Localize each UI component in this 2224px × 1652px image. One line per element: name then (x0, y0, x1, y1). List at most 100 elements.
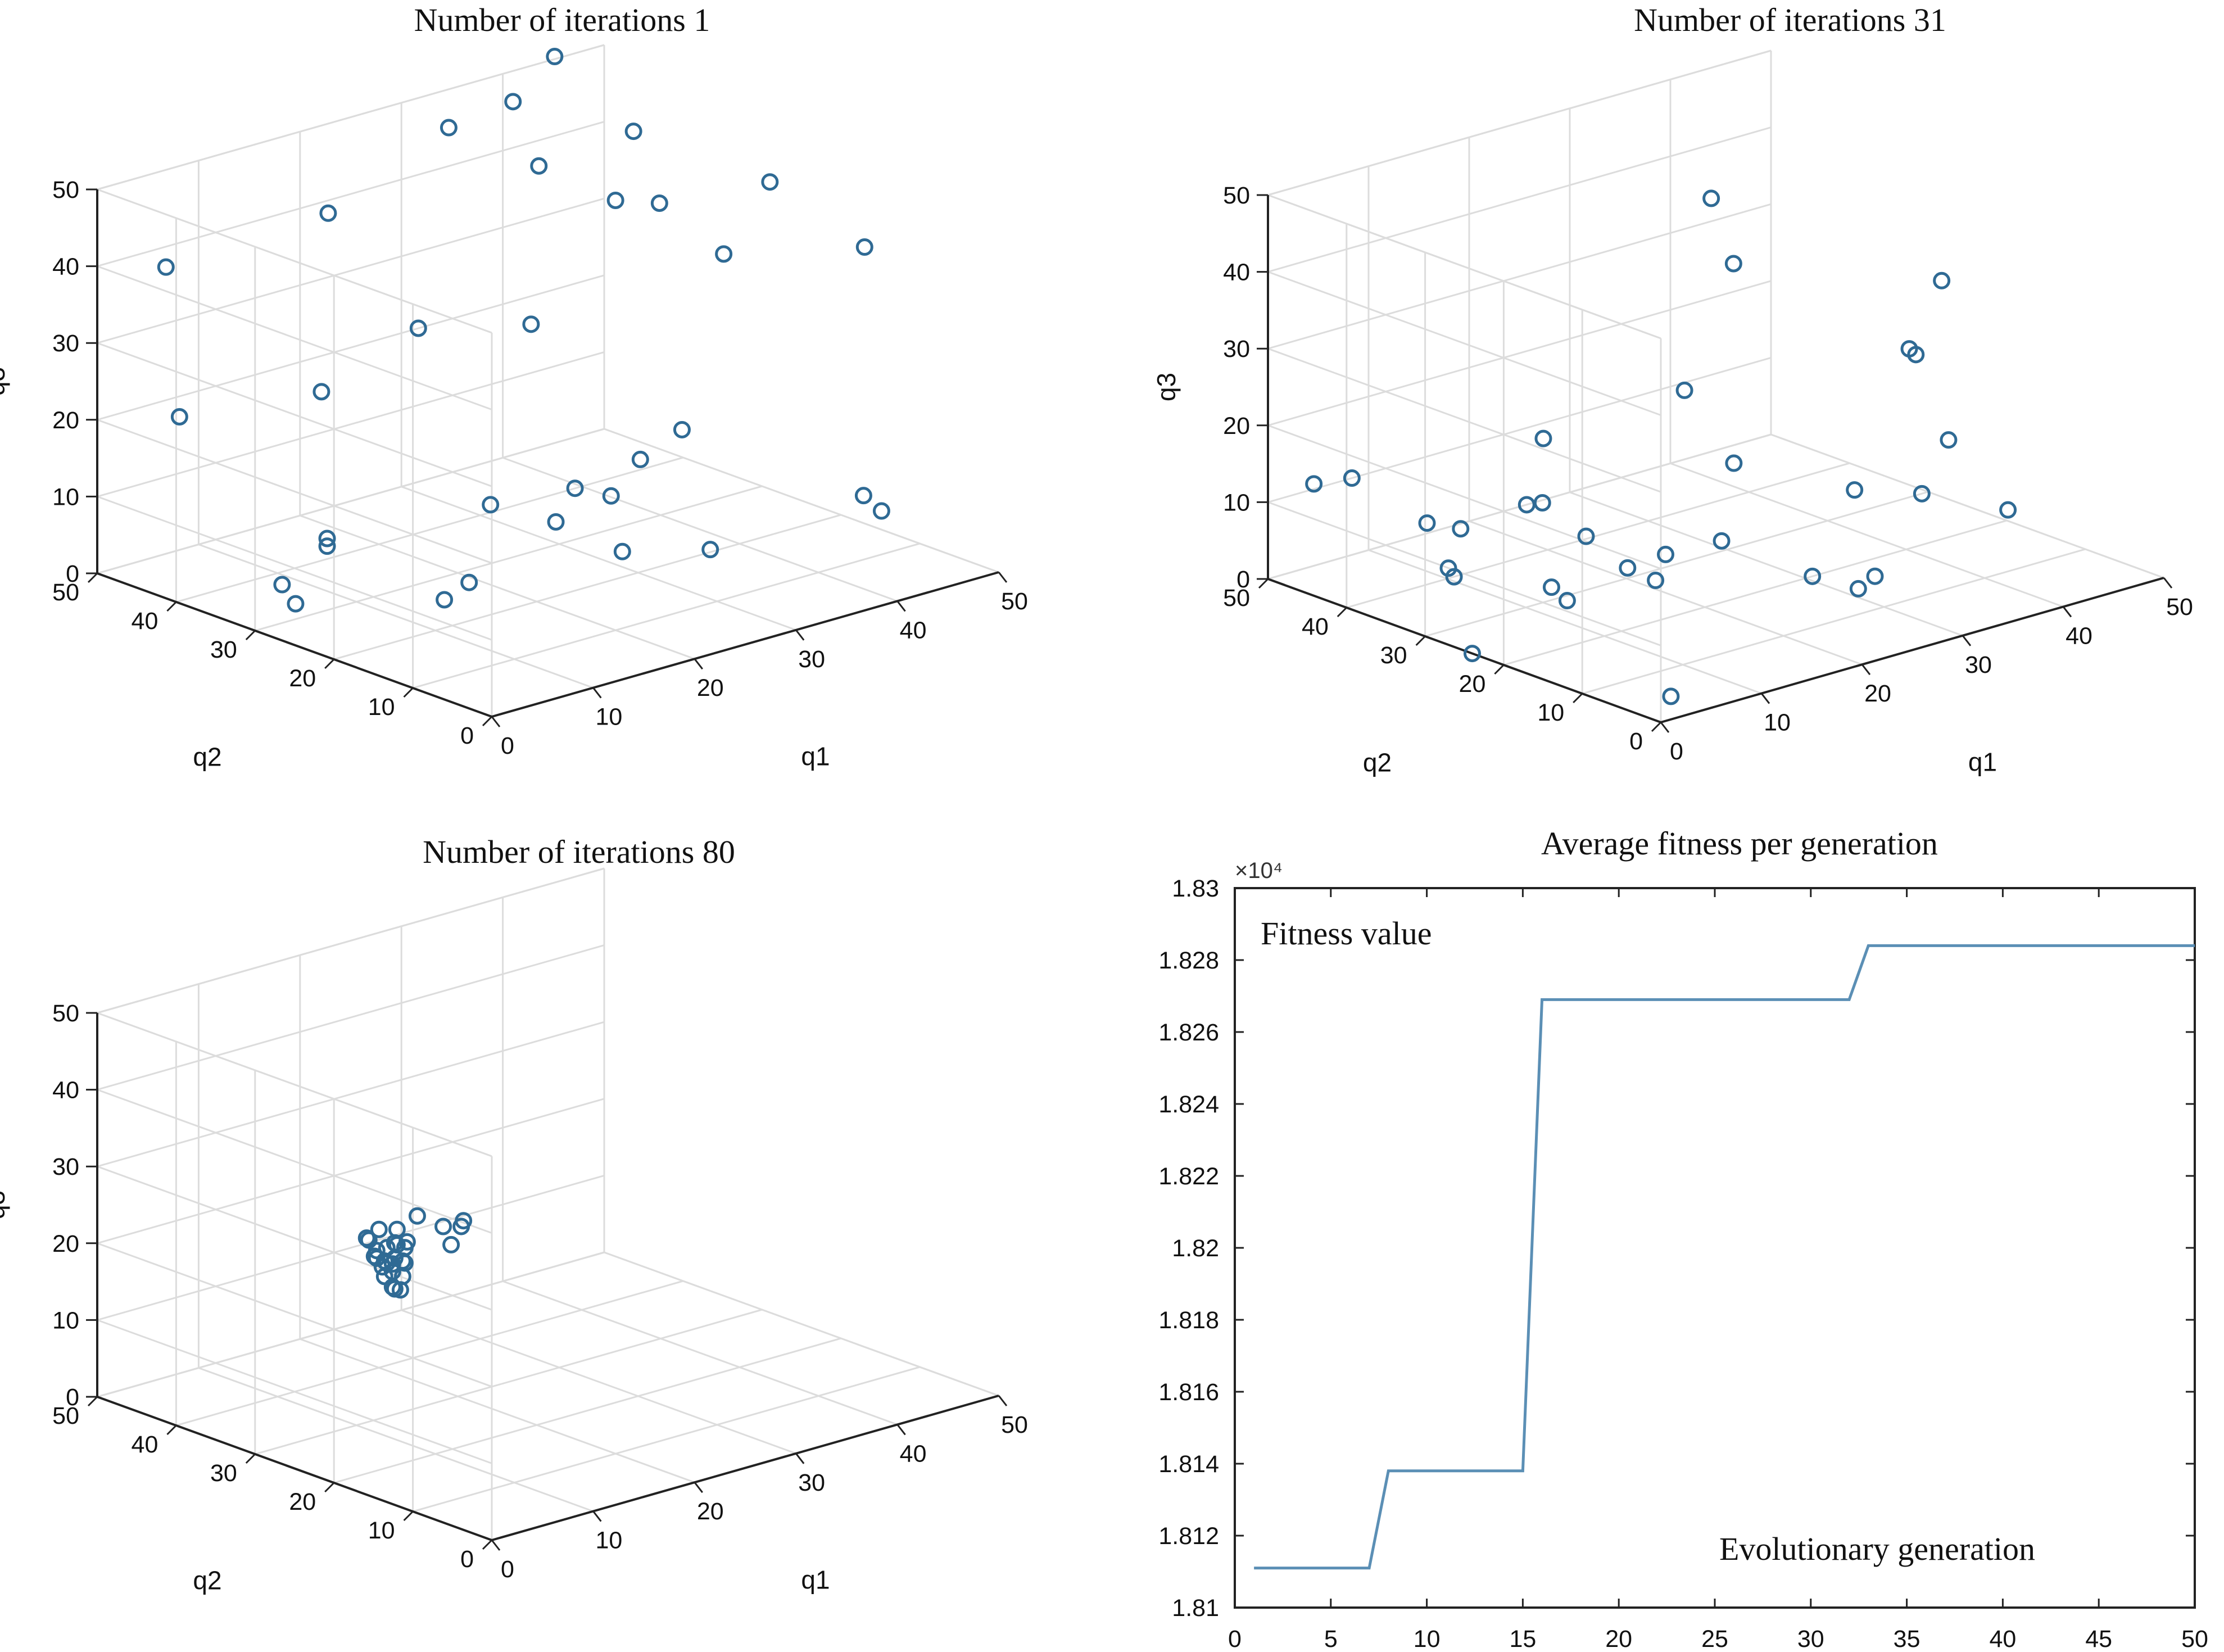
data-point (1913, 485, 1931, 503)
y-tick-label: 1.82 (1172, 1235, 1219, 1262)
x-tick-mark (2062, 606, 2072, 618)
y-axis-label: q2 (193, 1566, 221, 1595)
z-tick-label: 0 (66, 560, 79, 587)
box-edge (97, 188, 492, 334)
y-tick-mark (245, 1453, 256, 1464)
x-tick-label: 0 (501, 1556, 514, 1583)
box-edge (97, 1012, 492, 1157)
x-tick-label: 20 (697, 1498, 724, 1525)
z-tick-label: 20 (52, 407, 79, 434)
grid-line (1582, 548, 2086, 695)
grid-line (413, 542, 921, 689)
x-tick-mark (795, 1452, 805, 1464)
grid-line (1267, 203, 1772, 350)
data-point (378, 1254, 396, 1272)
grid-line (97, 1089, 492, 1234)
grid-line (333, 1337, 841, 1484)
y-axis-label: q2 (1363, 748, 1392, 777)
data-point (1418, 514, 1436, 532)
data-point (1657, 545, 1674, 563)
x-tick-label: 50 (2181, 1626, 2208, 1652)
data-point (455, 1212, 473, 1230)
grid-line (1425, 491, 1929, 637)
z-axis-label: q3 (0, 367, 10, 396)
y-tick-label: 30 (210, 636, 237, 663)
data-point (1662, 687, 1680, 705)
z-tick-label: 50 (52, 1000, 79, 1027)
grid-line (97, 197, 605, 344)
grid-line (1346, 462, 1850, 609)
grid-line (1469, 520, 1863, 666)
data-point (312, 383, 330, 401)
data-point (855, 238, 873, 256)
grid-line (255, 485, 763, 632)
x-tick-mark (795, 629, 805, 641)
fitness-series-line (1254, 944, 2195, 1570)
x-tick-label: 10 (1414, 1626, 1441, 1652)
x-tick-label: 30 (798, 1469, 825, 1496)
y-tick-label: 1.81 (1172, 1595, 1219, 1622)
data-point (319, 204, 337, 222)
data-point (613, 542, 631, 560)
grid-line (1267, 424, 1661, 570)
data-point (1343, 469, 1361, 487)
data-point (408, 1207, 426, 1225)
z-tick-label: 50 (1223, 182, 1250, 209)
data-point (546, 48, 564, 66)
data-point (1305, 475, 1323, 493)
x-tick-mark (1760, 693, 1770, 704)
y-tick-mark (1651, 721, 1662, 732)
z-tick-label: 20 (1223, 413, 1250, 440)
data-point (650, 194, 668, 212)
y-tick-mark (87, 572, 98, 583)
data-point (1849, 580, 1867, 598)
grid-line (175, 456, 683, 603)
data-point (504, 93, 522, 111)
x-tick-mark (896, 600, 906, 612)
chart-title: Number of iterations 1 (414, 2, 710, 38)
fitness-line-chart: 0 5 10 15 20 25 30 35 40 45 50 1.81 1.812 1.814 1.816 1… (1158, 825, 2208, 1652)
x-axis-line (491, 1395, 999, 1541)
data-point (1439, 559, 1457, 577)
y-tick-mark (403, 687, 414, 698)
data-point (1542, 578, 1560, 596)
x-tick-mark (491, 716, 501, 727)
data-point (482, 496, 500, 514)
grid-line (1569, 491, 1963, 637)
data-point (1452, 520, 1470, 538)
grid-line (97, 342, 492, 487)
data-point (1445, 568, 1463, 586)
data-point (368, 1249, 386, 1267)
z-tick-label: 10 (52, 1307, 79, 1334)
z-tick-label: 0 (66, 1384, 79, 1411)
z-tick-label: 40 (1223, 259, 1250, 286)
data-point (631, 450, 649, 468)
y-tick-label: 0 (1629, 728, 1643, 755)
x-tick-mark (1861, 664, 1871, 676)
data-point (530, 157, 548, 175)
data-point (460, 573, 478, 591)
data-point (1533, 494, 1551, 512)
y-tick-mark (324, 658, 335, 669)
y-tick-mark (1337, 607, 1347, 618)
scatter-plot-iteration-1: 000101010202020303030404040505050q1q2q3N… (0, 2, 1028, 772)
x-axis-line (1660, 577, 2164, 723)
grid-line (1267, 347, 1661, 493)
data-point (1940, 431, 1958, 449)
z-tick-label: 10 (52, 483, 79, 510)
box-edge (604, 1251, 999, 1397)
data-point (1647, 572, 1665, 590)
grid-line (97, 351, 605, 497)
grid-line (97, 265, 492, 411)
y-tick-mark (245, 630, 256, 641)
grid-line (97, 1098, 605, 1244)
data-point (318, 537, 336, 555)
z-tick-label: 0 (1236, 566, 1250, 593)
x-tick-mark (1660, 722, 1670, 733)
data-point (602, 487, 620, 505)
data-point (673, 420, 691, 438)
x-tick-mark (491, 1540, 501, 1551)
grid-line (1503, 519, 2007, 666)
grid-line (1267, 356, 1772, 503)
